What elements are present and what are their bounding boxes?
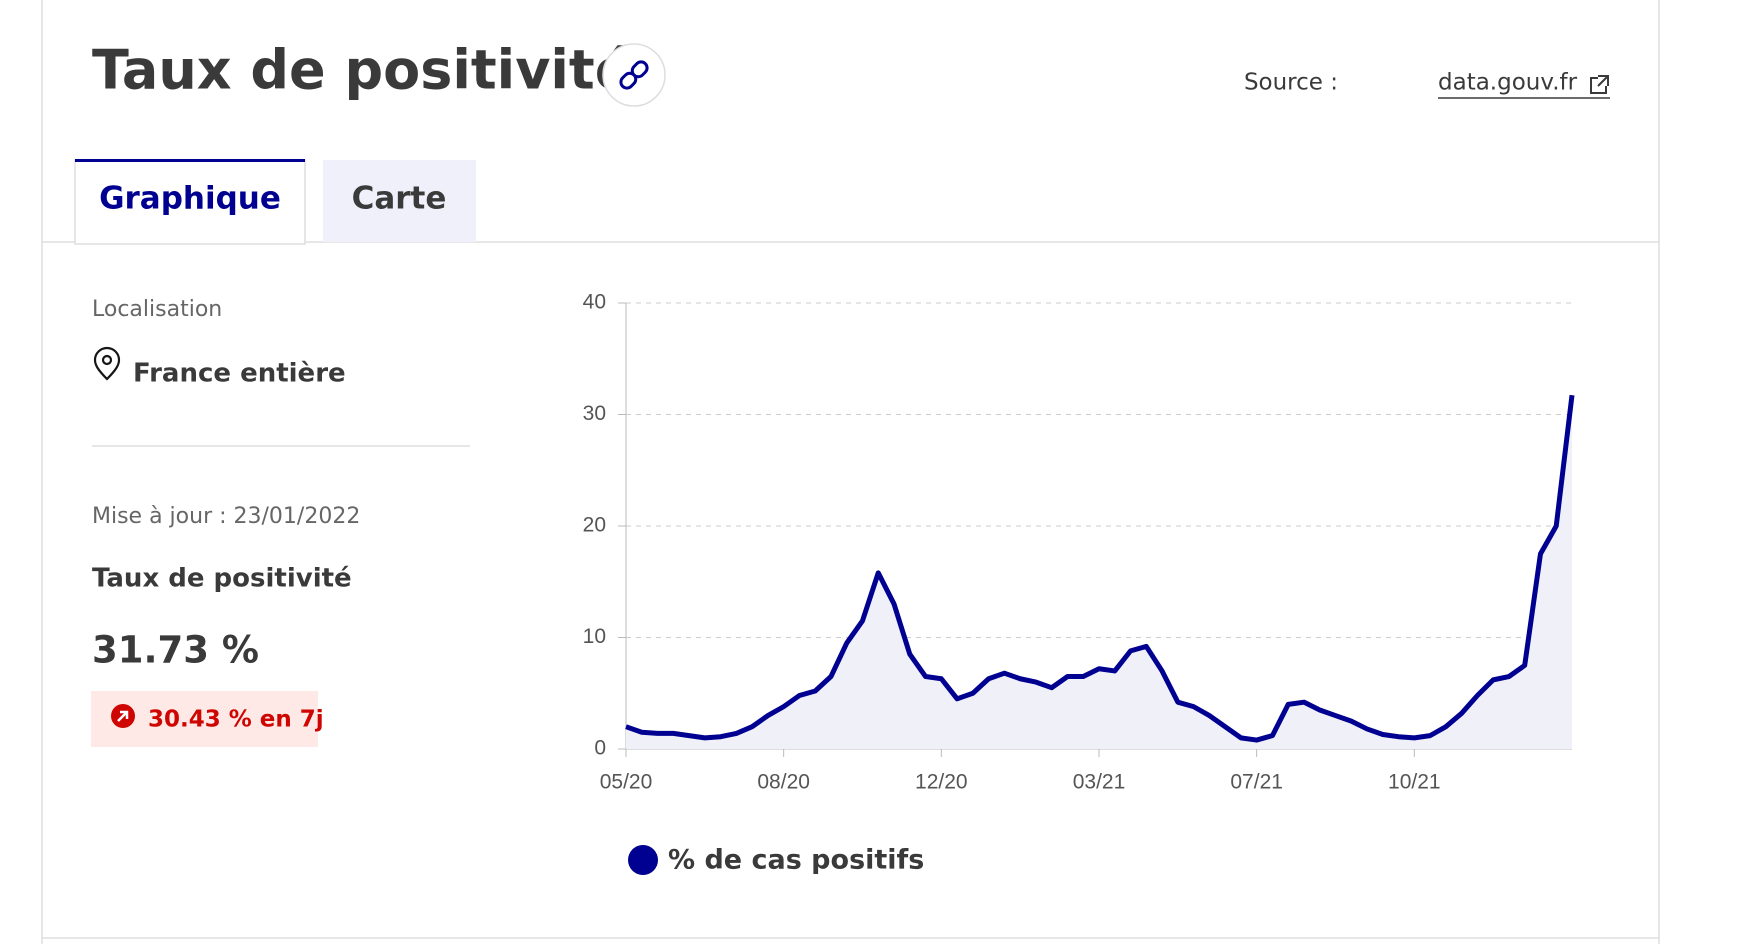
location-label: Localisation: [92, 297, 222, 322]
line: [625, 394, 1575, 743]
y-tick-label: 30: [583, 402, 606, 425]
change-text: 30.43 % en 7j: [148, 707, 324, 733]
tab-graphique[interactable]: Graphique: [74, 159, 306, 245]
x-tick-label: 05/20: [600, 771, 653, 794]
y-tick-label: 0: [594, 737, 606, 760]
y-tick-label: 20: [583, 514, 606, 537]
location: France entière: [133, 359, 346, 389]
x-tick-label: 03/21: [1073, 771, 1126, 794]
external-icon: [1590, 75, 1609, 94]
pin-icon: [93, 346, 121, 381]
legend-label: % de cas positifs: [668, 845, 924, 876]
link-button[interactable]: [602, 43, 666, 107]
tab-label: Graphique: [99, 181, 281, 217]
x-tick-label: 12/20: [915, 771, 968, 794]
page-title: Taux de positivité: [92, 39, 631, 102]
source-link[interactable]: data.gouv.fr: [1438, 70, 1578, 96]
indicator-value: 31.73 %: [92, 629, 259, 672]
source-label: Source :: [1244, 70, 1338, 96]
indicator-name: Taux de positivité: [92, 564, 352, 594]
y-tick-label: 10: [583, 625, 606, 648]
tab-carte[interactable]: Carte: [323, 160, 476, 242]
area: [626, 395, 1572, 749]
trend-icon: [111, 704, 135, 728]
update-date: Mise à jour : 23/01/2022: [92, 504, 360, 529]
y-tick-label: 40: [583, 291, 606, 314]
legend-marker: [628, 845, 658, 875]
tab-label: Carte: [352, 181, 447, 217]
x-tick-label: 07/21: [1230, 771, 1283, 794]
x-tick-label: 08/20: [757, 771, 810, 794]
x-tick-label: 10/21: [1388, 771, 1441, 794]
